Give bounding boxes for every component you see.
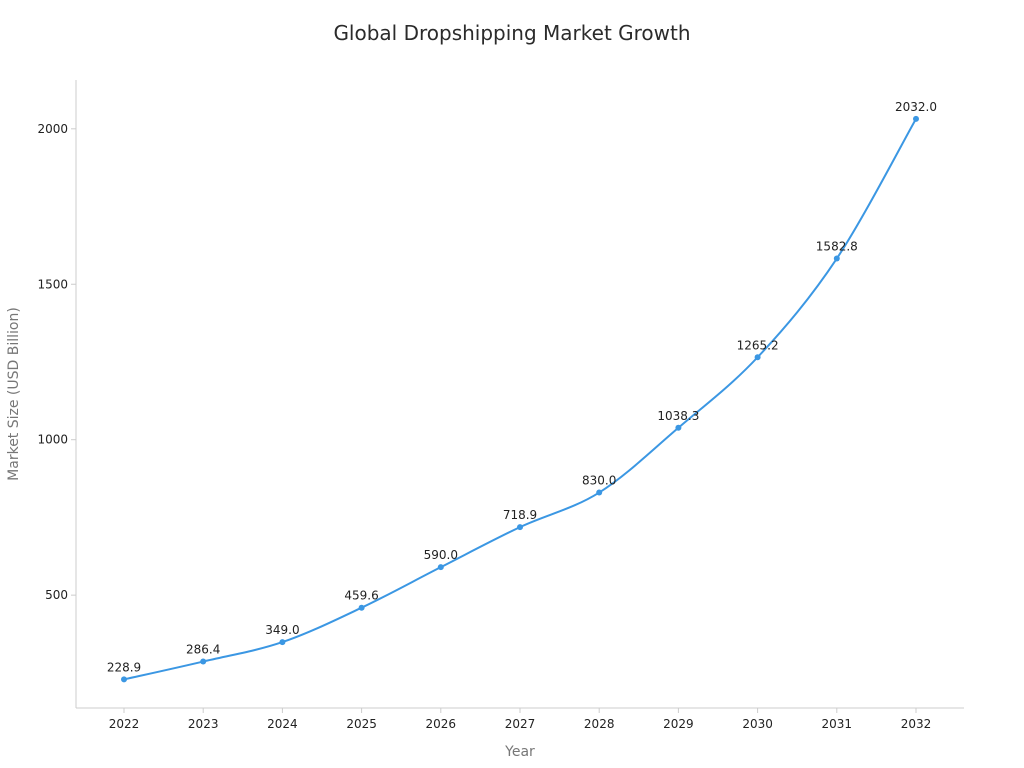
data-label: 1582.8: [816, 240, 858, 254]
data-label: 590.0: [424, 548, 458, 562]
data-point: [279, 639, 286, 646]
data-point: [754, 354, 761, 361]
data-points: [121, 115, 919, 683]
data-point: [121, 676, 127, 683]
y-axis-title: Market Size (USD Billion): [6, 307, 22, 481]
x-tick-label: 2025: [346, 717, 377, 731]
data-point: [358, 604, 365, 611]
y-tick-label: 2000: [37, 122, 68, 136]
data-point: [437, 564, 444, 571]
x-axis-title: Year: [504, 744, 535, 760]
x-tick-label: 2032: [901, 717, 932, 731]
x-tick-label: 2029: [663, 717, 694, 731]
data-label: 830.0: [582, 474, 616, 488]
x-tick-label: 2022: [109, 717, 140, 731]
y-axis-ticks: 500 1000 1500 2000: [37, 122, 76, 602]
data-label: 286.4: [186, 643, 220, 657]
series-line: [123, 118, 917, 681]
x-tick-label: 2030: [742, 717, 773, 731]
data-point: [517, 524, 523, 531]
x-tick-label: 2023: [188, 717, 219, 731]
x-tick-label: 2026: [426, 717, 457, 731]
data-label: 459.6: [344, 589, 378, 603]
data-labels: 228.9 286.4 349.0 459.6 590.0 718.9 830.0 1038.…: [107, 100, 937, 675]
x-tick-label: 2024: [267, 717, 298, 731]
data-label: 1038.3: [657, 409, 699, 423]
data-point: [200, 658, 207, 665]
x-axis-ticks: 2022 2023 2024 2025 2026 2027 2028 2029 2030 2031…: [109, 708, 932, 731]
x-tick-label: 2027: [505, 717, 536, 731]
data-point: [675, 424, 682, 431]
x-tick-label: 2031: [822, 717, 853, 731]
data-label: 718.9: [503, 508, 537, 522]
data-point: [596, 489, 603, 496]
data-label: 349.0: [265, 623, 299, 637]
y-tick-label: 500: [45, 588, 68, 602]
data-point: [913, 115, 919, 122]
data-label: 1265.2: [737, 338, 779, 352]
x-tick-label: 2028: [584, 717, 615, 731]
y-tick-label: 1000: [37, 433, 68, 447]
data-point: [833, 255, 840, 262]
y-tick-label: 1500: [37, 277, 68, 291]
data-label: 2032.0: [895, 100, 937, 114]
chart-title: Global Dropshipping Market Growth: [333, 21, 690, 45]
data-label: 228.9: [107, 660, 141, 674]
